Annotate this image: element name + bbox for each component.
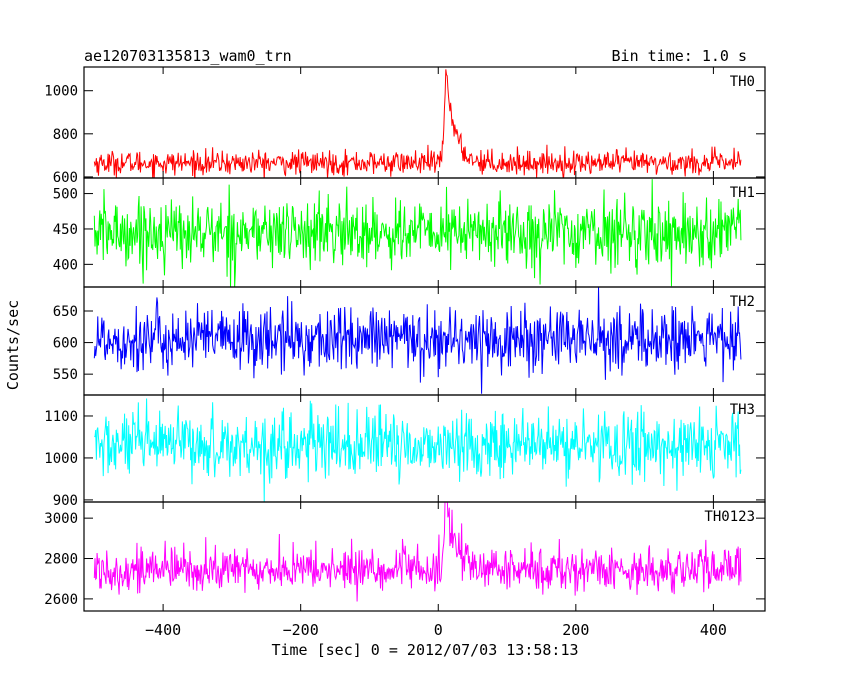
bin-time-label: Bin time: 1.0 s xyxy=(612,47,747,65)
x-tick-label: 400 xyxy=(700,621,727,639)
panel-th1: 400 450 500 TH1 xyxy=(53,177,766,288)
y-tick-label: 3000 xyxy=(44,511,78,527)
panel-label-th0123: TH0123 xyxy=(704,509,755,525)
series-line-th0123 xyxy=(93,502,742,602)
x-tick-label: 0 xyxy=(434,621,443,639)
panel-label-th2: TH2 xyxy=(730,294,755,310)
panel-th0: 600 800 1000 TH0 xyxy=(44,66,766,186)
y-tick-label: 1000 xyxy=(44,451,78,467)
y-tick-label: 600 xyxy=(53,170,78,186)
y-tick-label: 600 xyxy=(53,336,78,352)
series-line-th2 xyxy=(93,287,742,394)
panel-th3: 900 1000 1100 TH3 xyxy=(44,394,766,509)
series-line-th0 xyxy=(93,69,742,178)
y-tick-label: 400 xyxy=(53,257,78,273)
y-tick-label: 450 xyxy=(53,222,78,238)
x-tick-label: −400 xyxy=(145,621,181,639)
y-tick-label: 650 xyxy=(53,304,78,320)
y-tick-label: 550 xyxy=(53,367,78,383)
y-tick-label: 900 xyxy=(53,493,78,509)
series-line-th1 xyxy=(93,179,742,287)
y-tick-label: 500 xyxy=(53,187,78,203)
panel-label-th1: TH1 xyxy=(730,185,755,201)
y-axis-label: Counts/sec xyxy=(4,300,22,390)
y-tick-label: 2800 xyxy=(44,552,78,568)
panel-th0123: 2600 2800 3000 TH0123 xyxy=(44,501,766,612)
panel-label-th3: TH3 xyxy=(730,402,755,418)
panel-label-th0: TH0 xyxy=(730,74,755,90)
chart-title: ae120703135813_wam0_trn xyxy=(84,47,292,65)
y-tick-label: 800 xyxy=(53,127,78,143)
x-tick-label: 200 xyxy=(562,621,589,639)
x-axis-label: Time [sec] 0 = 2012/07/03 13:58:13 xyxy=(271,641,578,659)
panels-group: 600 800 1000 TH0 400 450 500 TH1 550 600 650 TH2 900… xyxy=(44,66,766,639)
x-tick-label: −200 xyxy=(283,621,319,639)
panel-frame xyxy=(83,501,766,612)
y-tick-label: 1000 xyxy=(44,84,78,100)
y-tick-label: 1100 xyxy=(44,409,78,425)
series-line-th3 xyxy=(94,398,742,502)
panel-th2: 550 600 650 TH2 xyxy=(53,286,766,396)
y-tick-label: 2600 xyxy=(44,592,78,608)
